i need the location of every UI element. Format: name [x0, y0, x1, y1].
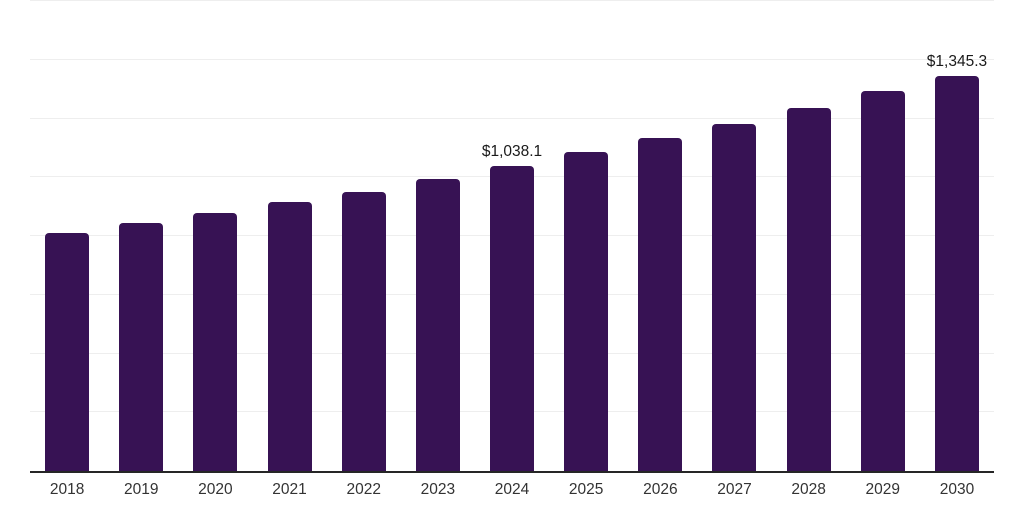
- gridline-1400: [30, 58, 994, 60]
- bar-2022: [341, 191, 386, 471]
- bar-2028: [786, 107, 831, 471]
- bar-slot-2030: $1,345.3: [920, 1, 994, 471]
- x-tick-2026: 2026: [643, 481, 678, 498]
- x-tick-2025: 2025: [568, 481, 604, 498]
- x-tick-2027: 2027: [717, 481, 752, 498]
- bar-2026: [638, 138, 683, 471]
- gridline-1200: [30, 117, 994, 119]
- x-tick-2020: 2020: [198, 481, 233, 498]
- bar-slot-2027: [697, 1, 771, 471]
- bar-2020: [193, 212, 238, 471]
- x-tick-2028: 2028: [791, 481, 826, 498]
- bar-slot-2020: [178, 1, 252, 471]
- bar-2023: [415, 179, 460, 471]
- bar-slot-2025: [549, 1, 623, 471]
- bar-2025: [564, 152, 609, 471]
- x-tick-2018: 2018: [49, 481, 85, 498]
- bar-2024: [490, 166, 535, 471]
- bar-slot-2019: [104, 1, 178, 471]
- bar-2018: [45, 233, 90, 471]
- x-tick-2029: 2029: [865, 481, 901, 498]
- bar-2027: [712, 124, 757, 471]
- x-axis-line: [30, 471, 994, 473]
- bars-container: $1,038.1 $1,345.3: [30, 1, 994, 471]
- bar-slot-2028: [772, 1, 846, 471]
- bar-slot-2026: [623, 1, 697, 471]
- bar-2030: [934, 75, 979, 471]
- x-tick-2030: 2030: [939, 481, 975, 498]
- bar-2021: [267, 202, 312, 471]
- bar-slot-2021: [252, 1, 326, 471]
- x-tick-2021: 2021: [272, 481, 307, 498]
- bar-slot-2022: [327, 1, 401, 471]
- gridline-1600: [30, 0, 994, 1]
- x-tick-2023: 2023: [420, 481, 456, 498]
- x-tick-2022: 2022: [346, 481, 381, 498]
- plot-area: $1,038.1 $1,345.3: [30, 0, 994, 473]
- bar-slot-2024: $1,038.1: [475, 1, 549, 471]
- value-label-2024: $1,038.1: [481, 143, 543, 161]
- bar-slot-2018: [30, 1, 104, 471]
- bar-2029: [860, 91, 905, 471]
- x-tick-2019: 2019: [123, 481, 159, 498]
- bar-slot-2023: [401, 1, 475, 471]
- x-tick-2024: 2024: [494, 481, 530, 498]
- bar-2019: [119, 222, 164, 471]
- x-axis-tick-labels: 2018 2019 2020 2021 2022 2023 2024 2025 2026 2027…: [30, 480, 994, 500]
- value-label-2030: $1,345.3: [926, 53, 988, 71]
- bar-slot-2029: [846, 1, 920, 471]
